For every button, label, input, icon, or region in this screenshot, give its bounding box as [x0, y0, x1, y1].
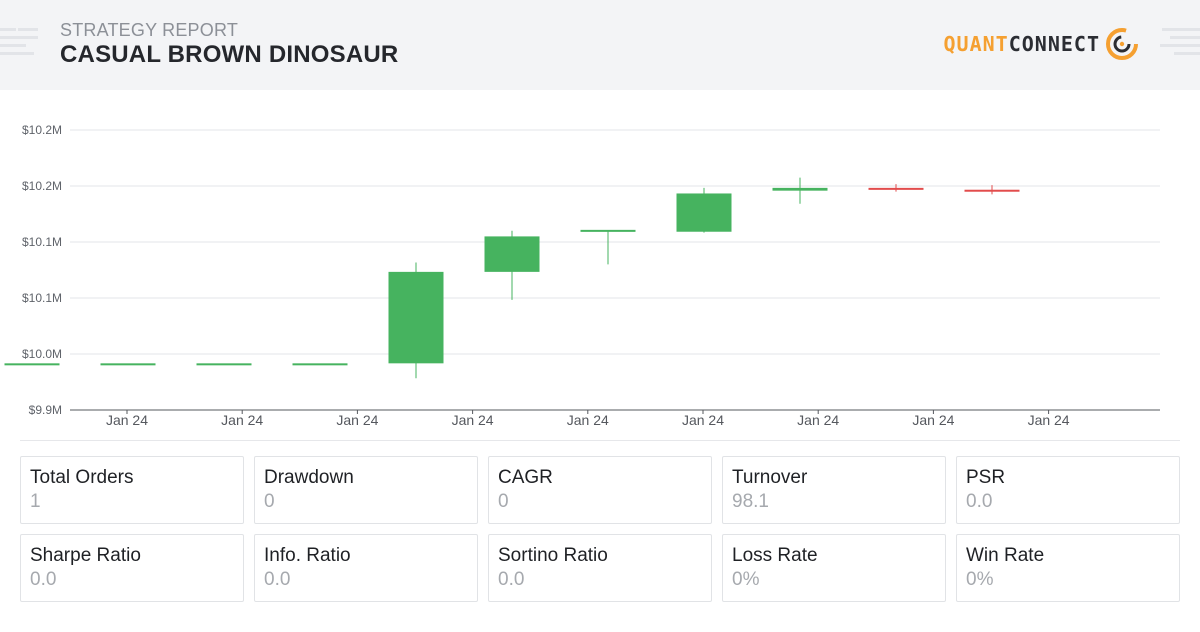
stat-label: PSR — [966, 467, 1006, 488]
candle-body-up — [484, 236, 540, 272]
x-tick-label: Jan 24 — [567, 412, 609, 428]
stat-label: Win Rate — [966, 545, 1045, 566]
candle-body-up — [388, 271, 444, 364]
x-tick-label: Jan 24 — [336, 412, 378, 428]
candle-body-up — [772, 187, 828, 191]
stat-value: 0% — [966, 569, 994, 590]
stat-card-win-rate: Win Rate 0% — [956, 534, 1180, 602]
stat-label: Drawdown — [264, 467, 354, 488]
stat-card-psr: PSR 0.0 — [956, 456, 1180, 524]
chart-canvas: $9.9M $10.0M $10.1M $10.1M $10.2M $10.2M Jan 2… — [4, 123, 1160, 428]
candle-body-up — [196, 363, 252, 366]
stat-label: Loss Rate — [732, 545, 818, 566]
quantconnect-logo: QUANTCONNECT — [943, 24, 1140, 64]
x-tick-label: Jan 24 — [912, 412, 954, 428]
stat-value: 0.0 — [264, 569, 291, 590]
candle-body-down — [868, 187, 924, 190]
stat-card-sharpe-ratio: Sharpe Ratio 0.0 — [20, 534, 244, 602]
stat-label: Turnover — [732, 467, 808, 488]
report-header: STRATEGY REPORT CASUAL BROWN DINOSAUR QU… — [0, 0, 1200, 90]
y-tick-label: $10.1M — [22, 235, 62, 249]
stat-value: 0% — [732, 569, 760, 590]
stat-card-loss-rate: Loss Rate 0% — [722, 534, 946, 602]
stat-card-turnover: Turnover 98.1 — [722, 456, 946, 524]
candle-body-up — [676, 193, 732, 232]
logo-text-connect: CONNECT — [1008, 32, 1100, 56]
stat-value: 0.0 — [966, 491, 993, 512]
stat-value: 0 — [498, 491, 509, 512]
stat-value: 0.0 — [30, 569, 57, 590]
strategy-name: CASUAL BROWN DINOSAUR — [60, 41, 399, 68]
logo-text-quant: QUANT — [943, 32, 1009, 56]
stat-label: Sortino Ratio — [498, 545, 608, 566]
candle-body-up — [292, 363, 348, 366]
stat-label: Total Orders — [30, 467, 134, 488]
stat-card-total-orders: Total Orders 1 — [20, 456, 244, 524]
stat-label: Sharpe Ratio — [30, 545, 141, 566]
x-tick-label: Jan 24 — [1028, 412, 1070, 428]
x-tick-label: Jan 24 — [221, 412, 263, 428]
header-decoration-left — [0, 22, 40, 66]
stat-value: 1 — [30, 491, 41, 512]
y-tick-label: $10.1M — [22, 291, 62, 305]
candle-body-down — [964, 189, 1020, 192]
y-tick-label: $9.9M — [29, 403, 62, 417]
y-tick-label: $10.0M — [22, 347, 62, 361]
stat-card-drawdown: Drawdown 0 — [254, 456, 478, 524]
candle-body-up — [100, 363, 156, 366]
header-decoration-right — [1160, 22, 1200, 66]
y-tick-label: $10.2M — [22, 179, 62, 193]
x-tick-label: Jan 24 — [452, 412, 494, 428]
equity-candlestick-chart: $9.9M $10.0M $10.1M $10.1M $10.2M $10.2M Jan 2… — [0, 110, 1200, 430]
stat-card-sortino-ratio: Sortino Ratio 0.0 — [488, 534, 712, 602]
candle-body-up — [4, 363, 60, 366]
x-tick-label: Jan 24 — [106, 412, 148, 428]
stat-value: 98.1 — [732, 491, 769, 512]
y-tick-label: $10.2M — [22, 123, 62, 137]
section-divider — [20, 440, 1180, 441]
stat-value: 0 — [264, 491, 275, 512]
x-tick-label: Jan 24 — [682, 412, 724, 428]
x-tick-label: Jan 24 — [797, 412, 839, 428]
stat-label: Info. Ratio — [264, 545, 351, 566]
stat-value: 0.0 — [498, 569, 525, 590]
candle-body-up — [580, 229, 636, 232]
quantconnect-logo-icon — [1106, 28, 1138, 60]
stat-label: CAGR — [498, 467, 553, 488]
stat-card-cagr: CAGR 0 — [488, 456, 712, 524]
stat-card-info-ratio: Info. Ratio 0.0 — [254, 534, 478, 602]
report-subtitle: STRATEGY REPORT — [60, 20, 239, 40]
